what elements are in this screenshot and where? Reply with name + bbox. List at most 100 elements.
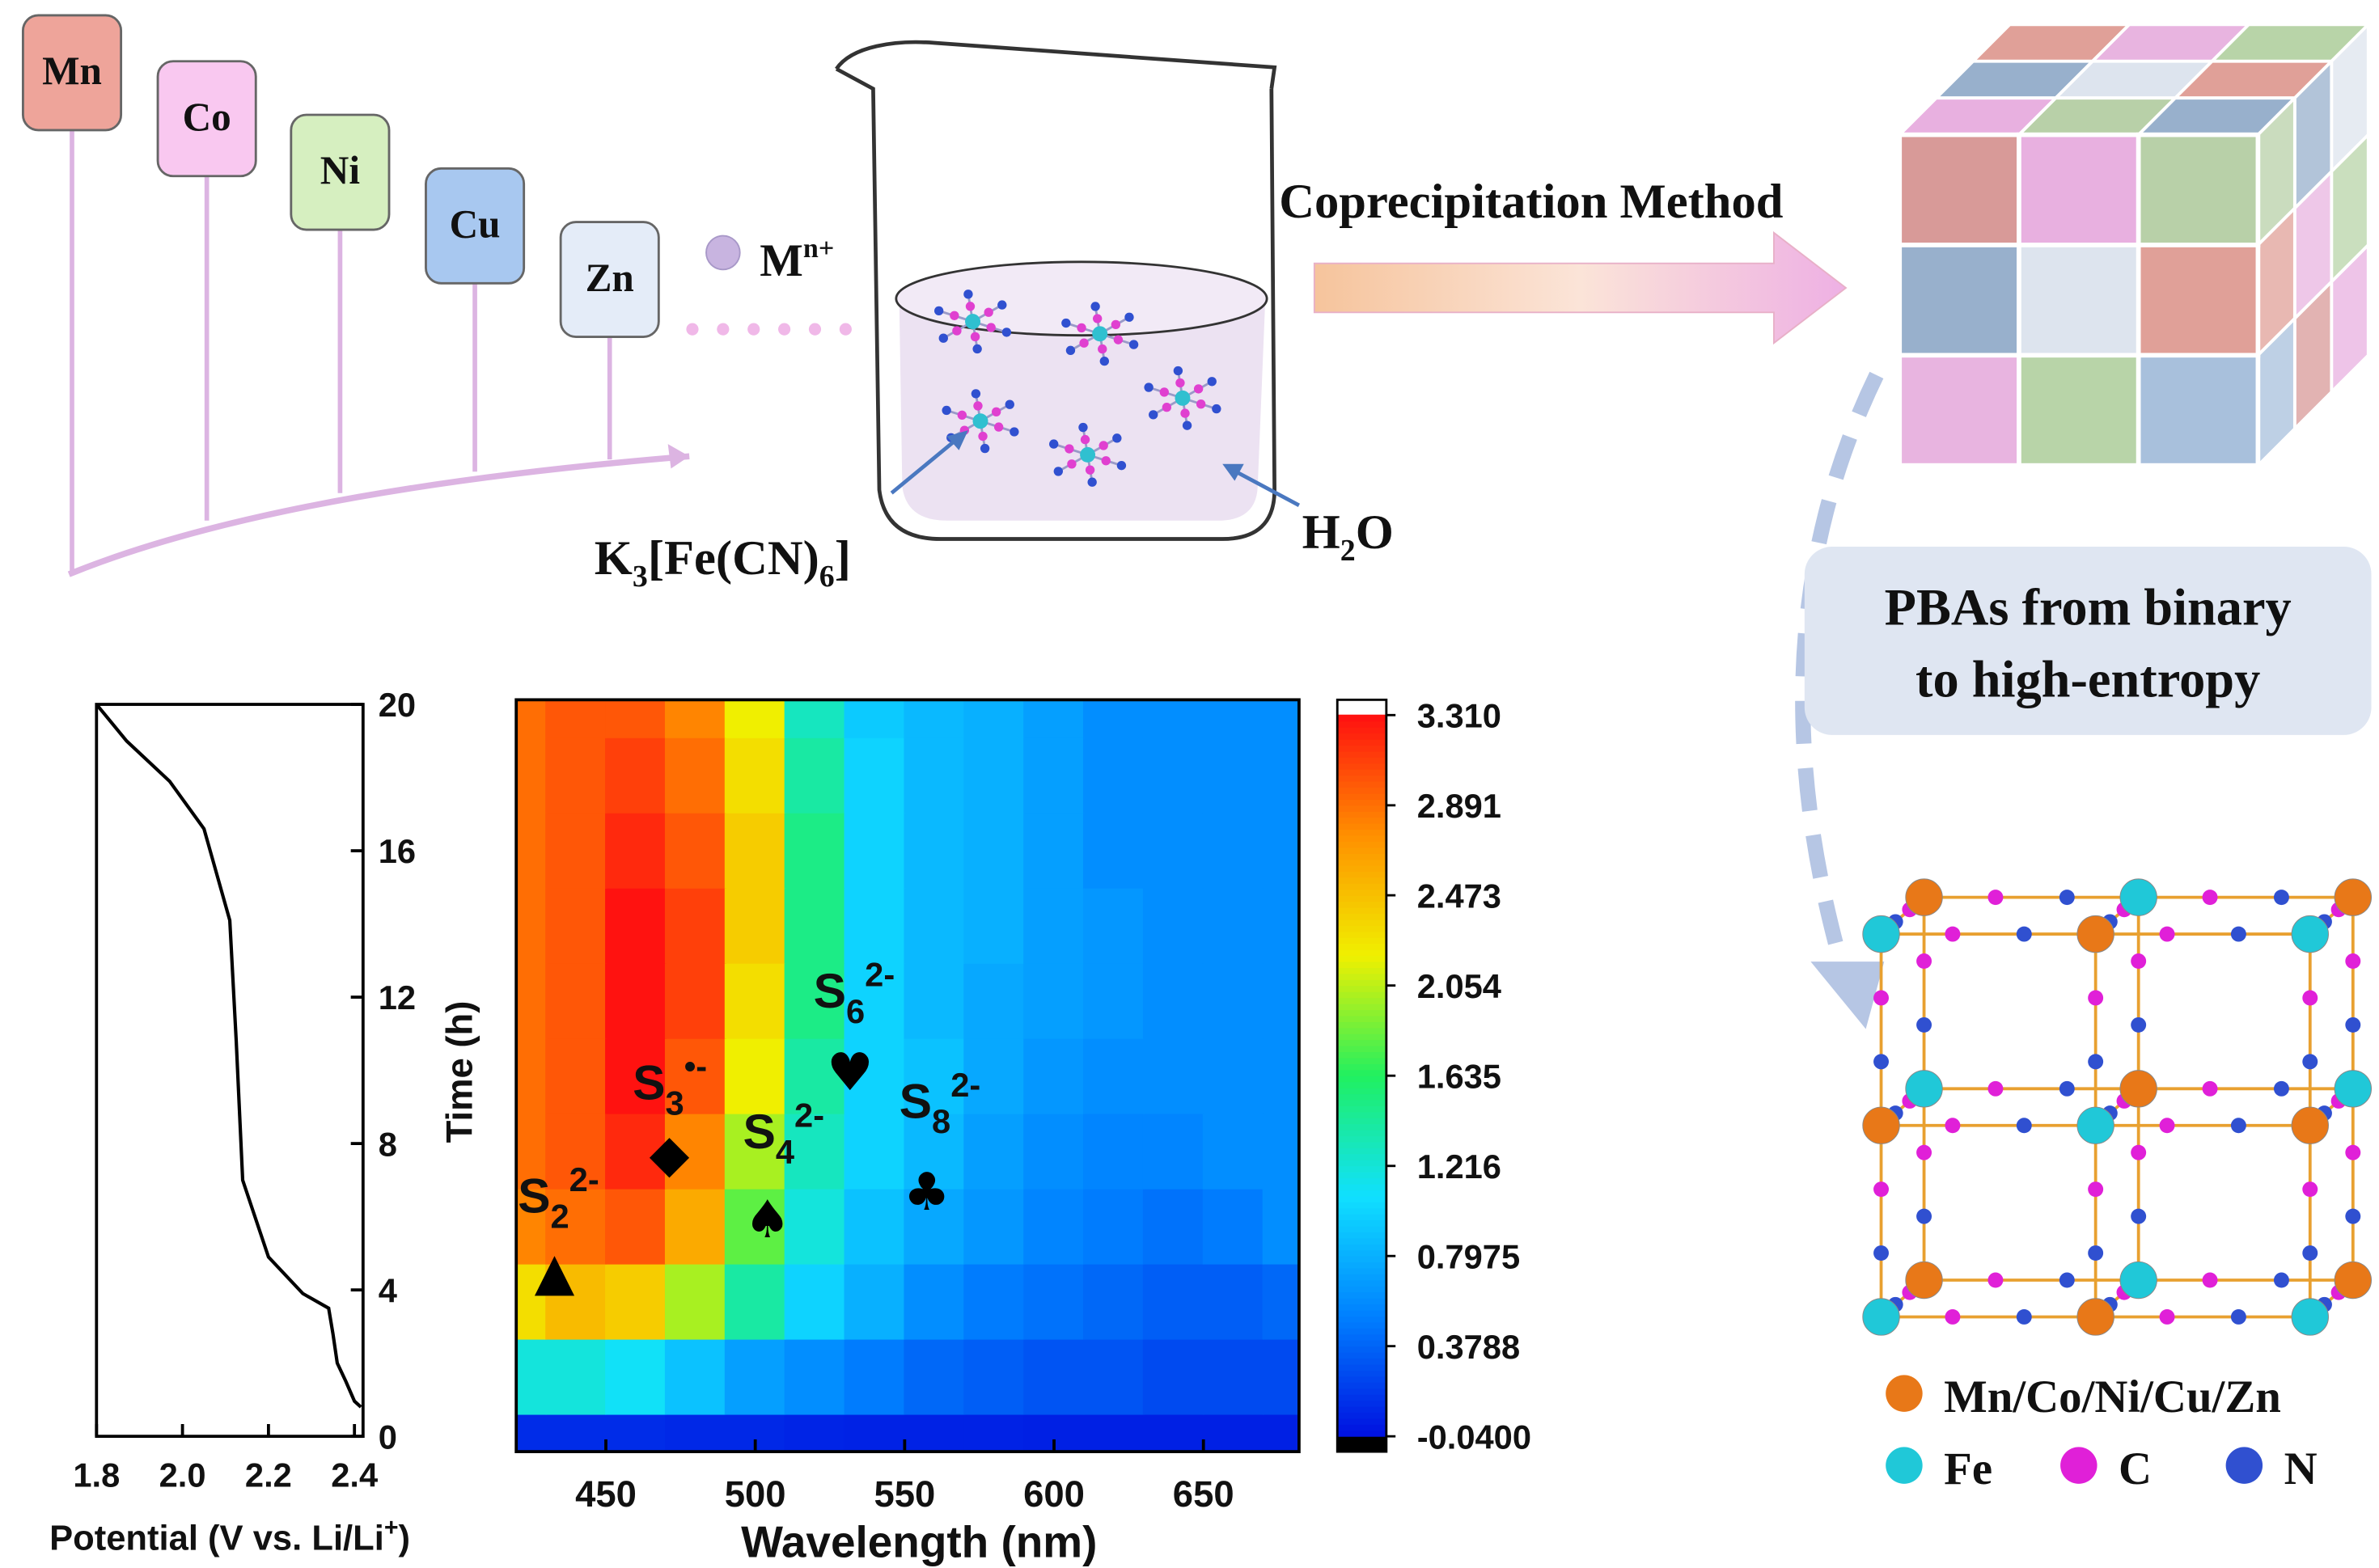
colorbar-step	[1337, 1129, 1386, 1137]
heat-cell	[664, 1338, 726, 1415]
colorbar-step	[1337, 1008, 1386, 1016]
colorbar-step	[1337, 936, 1386, 945]
heat-cell	[1142, 1037, 1204, 1114]
heat-cell	[1023, 962, 1085, 1039]
colorbar-step	[1337, 985, 1386, 992]
colorbar-step	[1337, 1111, 1386, 1118]
heat-cell	[904, 1413, 966, 1452]
heat-cell	[1262, 1187, 1299, 1265]
heatmap	[516, 699, 1299, 1452]
heat-cell	[1142, 1338, 1204, 1415]
colorbar-step	[1337, 805, 1386, 812]
y-tick-label: 8	[379, 1125, 397, 1163]
colorbar-step	[1337, 738, 1386, 746]
colorbar-step	[1337, 1411, 1386, 1419]
heat-cell	[1023, 1187, 1085, 1265]
atom	[2059, 1080, 2075, 1097]
atom	[1873, 1245, 1889, 1262]
colorbar-step	[1337, 1003, 1386, 1011]
atom	[1905, 1070, 1943, 1108]
heat-cell	[1083, 1413, 1145, 1452]
atom	[1916, 1208, 1932, 1224]
atom	[2076, 915, 2114, 953]
heat-cell	[1023, 1262, 1085, 1340]
colorbar-step	[1337, 786, 1386, 794]
atom	[950, 311, 959, 320]
atom	[2131, 953, 2147, 969]
annotation: S3•-	[633, 1047, 707, 1122]
colorbar-step	[1337, 744, 1386, 752]
heat-cell	[664, 1112, 726, 1190]
annotation: S82-	[900, 1066, 981, 1140]
atom	[2302, 1181, 2318, 1198]
annotation-sub: 2	[550, 1198, 569, 1236]
heat-cell	[1142, 699, 1204, 738]
atom	[1090, 302, 1100, 311]
atom	[2334, 1261, 2373, 1300]
heat-cell	[1083, 962, 1145, 1039]
annotation-sub: 8	[932, 1102, 950, 1140]
atom	[1098, 344, 1107, 354]
heat-cell	[516, 1187, 548, 1265]
heat-cell	[664, 699, 726, 738]
atom	[1077, 323, 1086, 333]
colorbar-step	[1337, 792, 1386, 800]
colorbar-step	[1337, 1171, 1386, 1179]
atom	[1149, 410, 1158, 420]
heat-cell	[963, 1338, 1026, 1415]
atom	[2291, 915, 2329, 953]
colorbar-step	[1337, 1045, 1386, 1053]
heat-cell	[844, 699, 906, 738]
atom	[2345, 1144, 2361, 1160]
heat-cell	[1202, 1187, 1264, 1265]
heat-cell	[784, 736, 846, 814]
x-axis-label: Potential (V vs. Li/Li+)	[49, 1515, 410, 1557]
colorbar-step	[1337, 1393, 1386, 1401]
colorbar-step	[1337, 1189, 1386, 1197]
colorbar-step	[1337, 1195, 1386, 1202]
colorbar-step	[1337, 1267, 1386, 1275]
cube-front	[2136, 132, 2261, 247]
heat-cell	[844, 1413, 906, 1452]
colorbar-step	[1337, 1339, 1386, 1347]
legend-label: Fe	[1944, 1443, 1992, 1494]
colorbar-step	[1337, 1243, 1386, 1251]
heat-cell	[963, 1037, 1026, 1114]
atom	[972, 344, 982, 354]
heat-cell	[605, 1187, 667, 1265]
heat-cell	[1202, 1262, 1264, 1340]
heat-cell	[516, 811, 548, 889]
atom	[2059, 1272, 2075, 1288]
colorbar-step	[1337, 1207, 1386, 1215]
y-tick-label: 4	[379, 1271, 397, 1309]
pointer-head	[946, 430, 968, 450]
atom	[1098, 441, 1108, 450]
heat-cell	[1083, 1262, 1145, 1340]
colorbar-step	[1337, 1399, 1386, 1407]
atom	[1061, 318, 1071, 328]
element-box	[156, 60, 257, 178]
heat-cell	[904, 811, 966, 889]
heat-cell	[605, 1037, 667, 1114]
element-box	[290, 113, 391, 231]
atom	[1101, 456, 1111, 466]
annotation-symbol: ▲	[535, 1241, 575, 1302]
colorbar-step	[1337, 1027, 1386, 1034]
annotation-symbol: ◆	[650, 1124, 690, 1185]
heat-cell	[724, 1037, 786, 1114]
colorbar-step	[1337, 1141, 1386, 1148]
atom	[2131, 1016, 2147, 1033]
colorbar-step	[1337, 1430, 1386, 1437]
colorbar-step	[1337, 852, 1386, 860]
annotation-sub: 4	[776, 1133, 794, 1171]
colorbar-step	[1337, 1369, 1386, 1377]
x-axis-label: Wavelength (nm)	[741, 1517, 1097, 1567]
colorbar-step	[1337, 1327, 1386, 1335]
atom	[2302, 1245, 2318, 1262]
colorbar-step	[1337, 1201, 1386, 1209]
colorbar-step	[1337, 1249, 1386, 1257]
heat-cell	[904, 886, 966, 964]
atom	[942, 405, 951, 416]
colorbar-step	[1337, 1357, 1386, 1365]
